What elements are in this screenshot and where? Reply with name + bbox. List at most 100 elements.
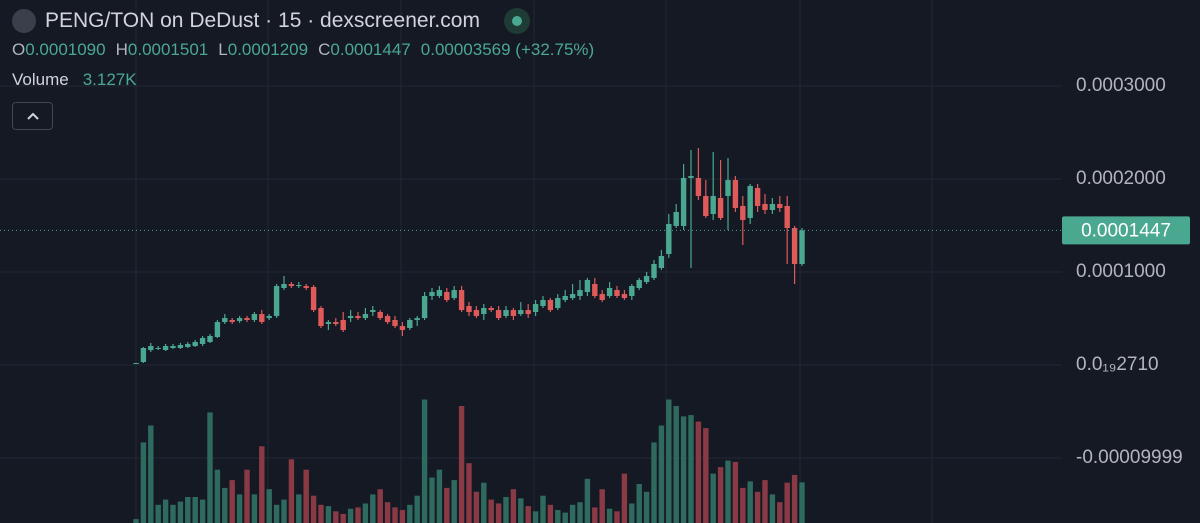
candle-body	[754, 188, 761, 206]
candle-body	[629, 286, 635, 296]
collapse-button[interactable]	[12, 102, 53, 130]
volume-bar	[162, 499, 169, 523]
ohlc-value: 0.0001447	[330, 40, 411, 59]
candle-body	[177, 345, 184, 348]
volume-bar	[236, 494, 243, 523]
candle-body	[281, 283, 287, 288]
token-icon	[12, 9, 36, 33]
volume-bar	[288, 459, 295, 523]
candle-body	[555, 298, 561, 308]
candle-body	[481, 307, 487, 315]
candle-body	[791, 228, 798, 265]
candle-body	[451, 290, 457, 299]
volume-bar	[155, 504, 161, 523]
chart-title: PENG/TON on DeDust · 15 · dexscreener.co…	[45, 9, 480, 32]
y-tick-label: 0.0₁₉2710	[1076, 354, 1159, 375]
volume-bar	[540, 495, 546, 523]
last-price-tag	[1062, 216, 1190, 245]
candle-body	[747, 185, 753, 218]
volume-bar	[584, 478, 591, 523]
volume-bar	[310, 495, 317, 523]
volume-bar	[296, 494, 302, 523]
volume-bar	[244, 469, 250, 523]
volume-label: Volume	[12, 70, 69, 89]
volume-bar	[762, 480, 768, 523]
volume-bar	[495, 503, 502, 523]
volume-bar	[725, 460, 731, 523]
volume-bar	[658, 425, 665, 523]
candle-body	[407, 319, 413, 328]
candle-body	[547, 299, 554, 311]
candle-body	[229, 319, 235, 323]
candle-body	[584, 279, 591, 292]
volume-bar	[392, 507, 398, 523]
volume-bar	[680, 416, 687, 523]
candle-body	[762, 204, 768, 210]
volume-bar	[199, 499, 206, 523]
candle-body	[688, 176, 694, 178]
candle-body	[251, 314, 258, 320]
candle-body	[769, 204, 776, 210]
volume-bar	[606, 508, 613, 523]
candle-body	[214, 322, 221, 338]
candle-body	[170, 346, 176, 348]
candle-body	[148, 346, 154, 351]
candle-body	[717, 197, 724, 218]
volume-bar	[421, 399, 428, 523]
candle-body	[473, 310, 480, 316]
volume-bar	[170, 504, 176, 523]
candle-body	[643, 275, 650, 283]
volume-bar	[621, 473, 628, 523]
candle-body	[695, 177, 702, 197]
candle-body	[236, 318, 243, 322]
volume-bar	[703, 428, 709, 523]
candle-body	[710, 196, 716, 214]
volume-bar	[547, 504, 554, 523]
change: 0.00003569 (+32.75%)	[420, 40, 595, 59]
candle-body	[621, 294, 628, 299]
y-tick-label: 0.0003000	[1076, 75, 1166, 96]
y-tick-label: 0.0002000	[1076, 168, 1166, 189]
volume-bar	[784, 482, 790, 523]
candle-body	[799, 230, 805, 265]
candle-body	[532, 303, 539, 312]
volume-bar	[222, 487, 228, 523]
volume-bar	[754, 491, 761, 523]
volume-bar	[140, 442, 147, 523]
candle-body	[592, 283, 598, 296]
candle-body	[259, 314, 265, 323]
candle-body	[666, 224, 672, 254]
volume-bar	[688, 415, 694, 523]
volume-bar	[592, 507, 598, 523]
candle-body	[458, 290, 465, 311]
volume-bar	[251, 494, 258, 523]
ohlc-key: O	[12, 40, 26, 59]
chevron-icon	[26, 112, 39, 120]
volume-bar	[362, 503, 369, 523]
candle-body	[384, 315, 391, 323]
candle-body	[658, 256, 665, 269]
volume-bar	[384, 502, 391, 523]
candle-body	[392, 319, 398, 327]
volume-bar	[273, 504, 280, 523]
volume-bar	[503, 497, 509, 523]
candle-body	[318, 307, 324, 327]
candle-body	[185, 343, 191, 347]
candle-body	[651, 264, 657, 278]
volume-bar	[192, 497, 198, 523]
volume-bar	[769, 494, 776, 523]
volume-bar	[577, 502, 583, 523]
volume-bar	[747, 481, 753, 523]
candle-body	[325, 322, 332, 324]
candle-body	[503, 310, 509, 316]
candle-body	[222, 318, 228, 323]
candle-body	[355, 315, 361, 319]
volume-bar	[355, 507, 361, 523]
candle-body	[421, 295, 428, 319]
volume-bar	[717, 467, 724, 523]
volume-bar	[791, 474, 798, 523]
candle-body	[606, 287, 613, 296]
candle-body	[510, 310, 517, 316]
volume-bar	[444, 487, 450, 523]
volume-bar	[370, 494, 376, 523]
